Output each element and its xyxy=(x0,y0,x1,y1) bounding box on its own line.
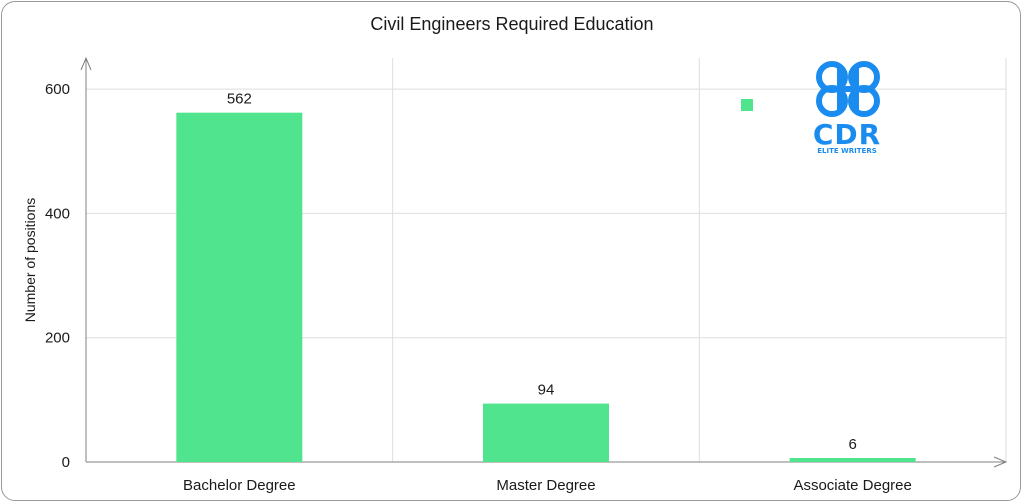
data-label-master-degree: 94 xyxy=(538,382,555,399)
data-labels: 562 94 6 xyxy=(227,91,857,453)
bars xyxy=(176,112,916,463)
logo-emblem xyxy=(816,61,880,117)
y-axis-label: Number of positions xyxy=(22,198,38,323)
y-tick-0: 0 xyxy=(62,454,70,471)
x-tick-associate-degree: Associate Degree xyxy=(793,477,911,494)
bar-master-degree xyxy=(483,403,609,462)
data-label-bachelor-degree: 562 xyxy=(227,91,252,108)
bar-bachelor-degree xyxy=(176,112,303,463)
bar-associate-degree xyxy=(789,458,916,462)
x-axis-arrow xyxy=(993,456,1008,468)
legend-marker xyxy=(741,99,753,111)
logo-tagline: ELITE WRITERS xyxy=(817,147,877,155)
x-tick-bachelor-degree: Bachelor Degree xyxy=(183,477,296,494)
y-tick-labels: 0 200 400 600 xyxy=(45,81,70,471)
y-tick-400: 400 xyxy=(45,205,70,222)
y-tick-200: 200 xyxy=(45,330,70,347)
logo-text: CDR xyxy=(813,118,881,151)
chart-title: Civil Engineers Required Education xyxy=(370,14,653,34)
y-axis-arrow xyxy=(80,56,92,71)
cdr-elite-writers-logo: CDR ELITE WRITERS xyxy=(813,61,881,155)
y-tick-600: 600 xyxy=(45,81,70,98)
data-label-associate-degree: 6 xyxy=(848,436,856,453)
category-labels: Bachelor Degree Master Degree Associate De… xyxy=(183,477,912,494)
x-tick-master-degree: Master Degree xyxy=(496,477,595,494)
